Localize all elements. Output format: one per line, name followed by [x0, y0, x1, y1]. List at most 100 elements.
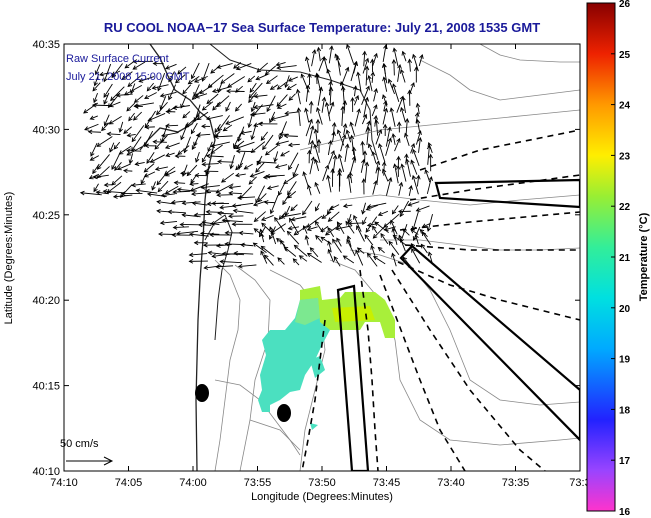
current-vector: [399, 68, 406, 83]
current-vector: [250, 124, 257, 141]
current-vector: [243, 163, 253, 170]
current-vector: [92, 82, 101, 92]
current-vector: [121, 71, 133, 81]
current-vector: [345, 129, 352, 143]
current-vector: [83, 102, 99, 114]
colorbar-tick-label: 22: [619, 202, 631, 213]
current-vector: [216, 192, 233, 198]
current-vector: [203, 265, 222, 270]
current-vector: [103, 83, 113, 98]
current-vector: [165, 109, 176, 114]
current-vector: [320, 225, 329, 232]
current-vector: [260, 131, 269, 141]
current-vector: [337, 171, 342, 192]
current-vector: [92, 163, 100, 175]
current-vector: [152, 139, 167, 145]
current-vector: [213, 134, 233, 140]
current-vector: [143, 163, 155, 173]
current-vector: [269, 226, 277, 245]
current-vector: [217, 159, 234, 165]
current-vector: [398, 181, 404, 196]
current-vector: [188, 259, 208, 264]
current-vector: [327, 240, 332, 252]
current-vector: [342, 100, 348, 114]
current-vector: [265, 75, 278, 85]
current-vector: [373, 87, 378, 102]
current-vector: [283, 246, 297, 257]
current-vector: [212, 101, 221, 111]
current-vector: [365, 126, 371, 145]
current-vector: [397, 64, 402, 82]
current-vector: [103, 92, 110, 105]
current-vector: [284, 205, 291, 217]
current-vector: [315, 203, 320, 212]
current-vector: [270, 223, 287, 234]
current-vector: [228, 190, 242, 196]
current-vector: [331, 131, 336, 143]
current-vector: [255, 73, 269, 81]
current-vector: [361, 113, 368, 125]
current-vector: [233, 133, 241, 149]
current-vector: [346, 239, 356, 257]
current-vector: [391, 58, 397, 76]
current-vector: [221, 218, 243, 223]
current-vector: [335, 55, 341, 76]
current-vector: [405, 158, 411, 177]
current-vector: [421, 223, 431, 228]
current-vector: [253, 211, 266, 223]
current-vector: [164, 185, 179, 195]
current-vector: [239, 130, 252, 136]
current-vector: [362, 216, 367, 226]
current-vector: [385, 126, 392, 147]
current-vector: [269, 111, 276, 124]
current-vector: [317, 86, 324, 106]
current-vector: [362, 57, 370, 74]
current-vector: [118, 121, 124, 133]
current-vector: [152, 61, 164, 66]
current-vector: [411, 247, 421, 264]
current-vector: [144, 124, 155, 130]
current-vector: [255, 162, 265, 173]
current-vector: [199, 231, 220, 236]
current-vector: [253, 104, 274, 110]
current-vector: [316, 46, 322, 62]
current-vector: [256, 159, 277, 165]
current-vector: [418, 54, 424, 67]
current-vector: [350, 96, 355, 113]
current-vector: [327, 211, 340, 222]
current-vector: [191, 141, 197, 151]
current-vector: [288, 152, 299, 171]
current-vector: [292, 163, 300, 178]
current-vector: [311, 49, 317, 67]
current-vector: [96, 136, 113, 147]
current-vector: [177, 66, 187, 75]
current-vector: [304, 234, 310, 246]
current-vector: [263, 254, 274, 266]
current-vector: [158, 231, 175, 237]
current-vector: [168, 84, 177, 101]
current-vector: [374, 221, 389, 234]
current-vector: [259, 228, 265, 243]
colorbar-tick-label: 25: [619, 50, 631, 61]
current-vector: [287, 76, 298, 82]
current-vector: [349, 155, 357, 174]
current-vector: [428, 153, 433, 172]
current-vector: [205, 115, 223, 121]
current-vector: [247, 115, 253, 129]
current-vector: [233, 251, 254, 256]
current-vector: [391, 133, 396, 145]
current-vector: [412, 148, 420, 167]
current-vector: [116, 163, 131, 171]
current-vector: [336, 221, 345, 235]
current-vector: [355, 249, 364, 266]
current-vector: [236, 195, 256, 201]
current-vector: [266, 185, 279, 190]
current-vector: [280, 239, 288, 252]
current-vector: [211, 86, 232, 94]
x-tick-label: 73:45: [373, 477, 401, 489]
current-vector: [371, 151, 377, 164]
surface-current-vectors: [79, 44, 433, 270]
current-vector: [189, 181, 199, 187]
current-vector: [382, 123, 388, 136]
current-vector: [103, 63, 112, 83]
